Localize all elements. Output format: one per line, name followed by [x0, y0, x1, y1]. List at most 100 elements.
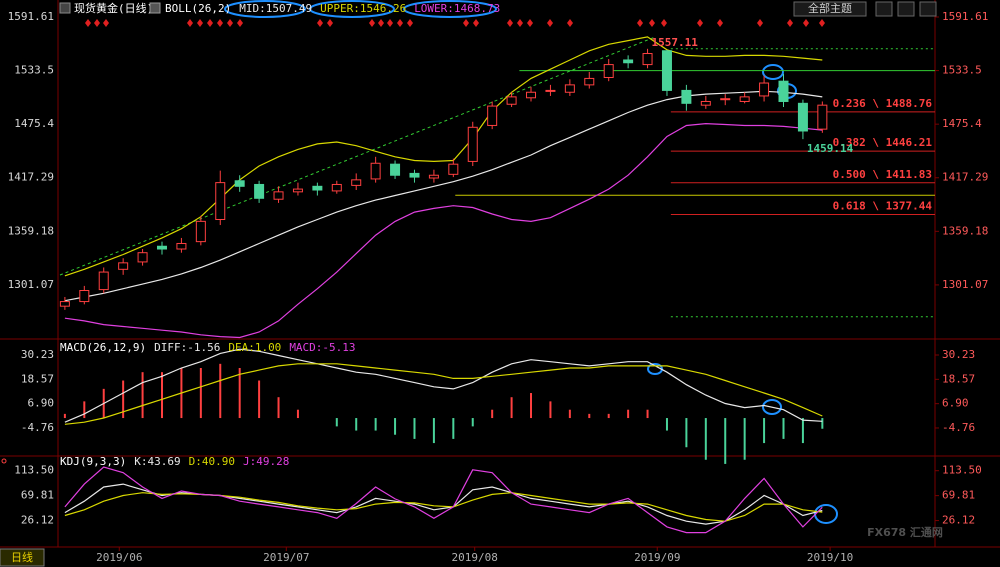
y-tick-label-right: 26.12: [942, 514, 975, 527]
candle-body: [390, 163, 401, 176]
candle-body: [118, 262, 129, 270]
y-tick-label-right: 1533.5: [942, 64, 982, 77]
toolbar-button[interactable]: [919, 1, 937, 17]
kdj-line: [64, 492, 823, 522]
candle-body: [409, 172, 420, 178]
signal-diamond: [227, 19, 233, 27]
signal-diamond: [237, 19, 243, 27]
x-tick-label: 2019/06: [96, 551, 142, 564]
y-tick-label-right: 18.57: [942, 372, 975, 385]
icon: [59, 2, 71, 14]
trend-line: [59, 36, 656, 276]
candle-body: [564, 84, 575, 93]
legend-entry: D:40.90: [189, 455, 235, 468]
indicator-label: BOLL(26,2): [165, 2, 231, 15]
signal-diamond: [317, 19, 323, 27]
signal-diamond: [527, 19, 533, 27]
candle-body: [739, 96, 750, 102]
signal-diamond: [547, 19, 553, 27]
signal-diamond: [507, 19, 513, 27]
candle-body: [273, 191, 284, 200]
y-tick-label: 1417.29: [8, 171, 54, 184]
signal-diamond: [85, 19, 91, 27]
candle-body: [176, 242, 187, 250]
candle-body: [156, 245, 167, 250]
y-tick-label: -4.76: [21, 421, 54, 434]
candle-body: [584, 77, 595, 86]
signal-diamond: [463, 19, 469, 27]
candle-body: [254, 183, 265, 199]
macd-line: [64, 363, 823, 425]
boll-line: [64, 90, 823, 302]
y-tick-label-right: -4.76: [942, 421, 975, 434]
toolbar-button[interactable]: [875, 1, 893, 17]
candle-body: [79, 290, 90, 303]
y-tick-label: 113.50: [14, 464, 54, 477]
watermark: FX678 汇通网: [867, 526, 943, 539]
y-tick-label-right: 1359.18: [942, 224, 988, 237]
y-tick-label-right: 6.90: [942, 397, 969, 410]
candle-body: [370, 162, 381, 180]
y-tick-label: 1475.4: [14, 117, 54, 130]
y-tick-label: 1591.61: [8, 10, 54, 23]
signal-diamond: [103, 19, 109, 27]
legend-entry: LOWER:1468.73: [414, 2, 500, 15]
candle-body: [312, 185, 323, 191]
indicator-dot: [1, 458, 7, 464]
fib-label: 0.382 \ 1446.21: [833, 136, 933, 149]
candle-body: [195, 220, 206, 243]
legend-entry: DEA:1.00: [228, 341, 281, 354]
toolbar: 全部主题: [793, 1, 937, 17]
macd-line: [64, 348, 823, 423]
price-annotation: 1557.11: [652, 36, 699, 49]
signal-diamond: [649, 19, 655, 27]
period-label: 日线: [11, 550, 33, 564]
candle-body: [292, 188, 303, 193]
candle-body: [467, 126, 478, 162]
candle-body: [59, 301, 70, 307]
signal-diamond: [369, 19, 375, 27]
candle-body: [603, 64, 614, 78]
signal-diamond: [378, 19, 384, 27]
icon: [149, 2, 161, 14]
x-tick-label: 2019/10: [807, 551, 853, 564]
legend-entry: MACD:-5.13: [289, 341, 355, 354]
candle-body: [234, 180, 245, 187]
signal-diamond: [787, 19, 793, 27]
fib-label: 0.500 \ 1411.83: [833, 168, 932, 181]
candle-body: [98, 271, 109, 291]
y-tick-label: 1301.07: [8, 278, 54, 291]
y-tick-label-right: 1591.61: [942, 10, 988, 23]
candle-body: [448, 163, 459, 175]
candle-body: [331, 183, 342, 192]
period-tab[interactable]: [0, 548, 45, 567]
candle-body: [351, 179, 362, 186]
candle-body: [720, 98, 731, 101]
y-tick-label: 18.57: [21, 372, 54, 385]
y-tick-label-right: 1301.07: [942, 278, 988, 291]
signal-diamond: [473, 19, 479, 27]
theme-button-label: 全部主题: [808, 1, 852, 15]
y-tick-label: 69.81: [21, 489, 54, 502]
signal-diamond: [717, 19, 723, 27]
y-tick-label-right: 113.50: [942, 464, 982, 477]
signal-diamond: [407, 19, 413, 27]
candle-body: [137, 252, 148, 263]
signal-diamond: [207, 19, 213, 27]
y-tick-label: 30.23: [21, 348, 54, 361]
signal-diamond: [757, 19, 763, 27]
x-tick-label: 2019/08: [452, 551, 498, 564]
legend-entry: K:43.69: [134, 455, 180, 468]
legend-entry: DIFF:-1.56: [154, 341, 220, 354]
signal-diamond: [637, 19, 643, 27]
boll-line: [64, 122, 823, 339]
toolbar-button[interactable]: [897, 1, 915, 17]
signal-diamond: [217, 19, 223, 27]
theme-button[interactable]: [793, 1, 867, 17]
x-tick-label: 2019/09: [634, 551, 680, 564]
frame: [0, 0, 1000, 548]
candle-body: [623, 59, 634, 64]
candle-body: [700, 100, 711, 106]
signal-diamond: [94, 19, 100, 27]
